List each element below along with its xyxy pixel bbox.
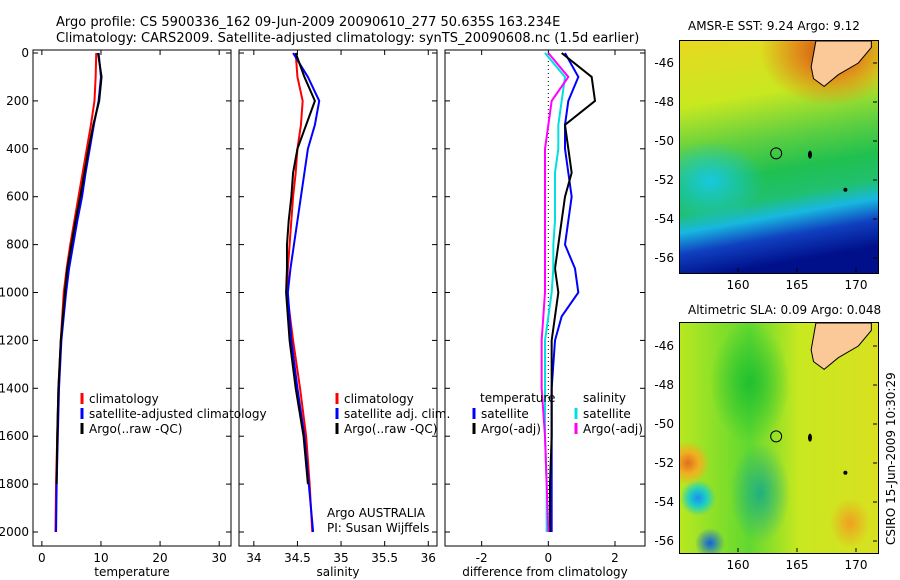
lat-tick-label: -54 — [654, 495, 674, 509]
x-tick-label: 36 — [421, 551, 436, 565]
lat-tick-label: -52 — [654, 173, 674, 187]
x-axis-label: salinity — [316, 565, 359, 579]
x-tick-label: 30 — [212, 551, 227, 565]
y-tick-label: 400 — [6, 142, 29, 156]
lon-tick-label: 165 — [786, 558, 809, 572]
sst-map — [679, 40, 879, 274]
x-tick-label: 10 — [93, 551, 108, 565]
x-tick-label: 0 — [545, 551, 553, 565]
sla-map-title: Altimetric SLA: 0.09 Argo: 0.048 — [688, 303, 882, 317]
series-line-temperature-argo-adj- — [549, 52, 597, 532]
legend-label: satellite — [481, 407, 529, 421]
series-line-satellite-adj-clim- — [286, 52, 321, 533]
legend-label: Argo(..raw -QC) — [89, 422, 182, 436]
x-tick-label: -2 — [476, 551, 488, 565]
series-line-salinity-argo-adj- — [540, 52, 570, 533]
y-tick-label: 800 — [6, 238, 29, 252]
legend-header: temperature — [480, 391, 555, 405]
series-line-salinity-satellite — [544, 52, 567, 532]
x-axis-label: difference from climatology — [462, 565, 628, 579]
y-tick-label: 1000 — [0, 286, 29, 300]
y-tick-label: 1600 — [0, 429, 29, 443]
x-tick-label: 34 — [246, 551, 261, 565]
x-axis-label: temperature — [94, 565, 169, 579]
panel-frame — [32, 49, 232, 547]
credit-agency: Argo AUSTRALIA — [327, 506, 426, 520]
lon-tick-label: 170 — [845, 278, 868, 292]
island-auckland — [807, 150, 812, 159]
lat-tick-label: -48 — [654, 378, 674, 392]
legend-label: satellite-adjusted climatology — [89, 407, 267, 421]
x-tick-label: 35.5 — [371, 551, 398, 565]
lat-tick-label: -56 — [654, 534, 674, 548]
sst-map-title: AMSR-E SST: 9.24 Argo: 9.12 — [688, 19, 860, 33]
sla-map — [679, 322, 879, 554]
y-tick-label: 200 — [6, 94, 29, 108]
legend-label: satellite adj. clim. — [344, 407, 450, 421]
argo-position-marker — [770, 430, 783, 443]
series-line-climatology — [54, 52, 98, 533]
series-line-climatology — [285, 52, 314, 533]
y-tick-label: 1200 — [0, 333, 29, 347]
lat-tick-label: -56 — [654, 251, 674, 265]
figure-title-line2: Climatology: CARS2009. Satellite-adjuste… — [56, 31, 640, 46]
lat-tick-label: -48 — [654, 95, 674, 109]
figure-title-line1: Argo profile: CS 5900336_162 09-Jun-2009… — [56, 15, 561, 30]
island-campbell — [843, 470, 848, 475]
series-line-argo-raw-qc- — [55, 52, 103, 485]
x-tick-label: 35 — [333, 551, 348, 565]
lon-tick-label: 170 — [845, 558, 868, 572]
lon-tick-label: 160 — [727, 278, 750, 292]
y-tick-label: 1400 — [0, 381, 29, 395]
lat-tick-label: -50 — [654, 134, 674, 148]
y-tick-label: 600 — [6, 190, 29, 204]
legend-label: Argo(-adj) — [583, 422, 643, 436]
y-tick-label: 1800 — [0, 477, 29, 491]
lon-tick-label: 165 — [786, 278, 809, 292]
y-tick-label: 0 — [21, 46, 29, 60]
series-line-argo-raw-qc- — [285, 52, 316, 485]
island-auckland — [807, 433, 812, 442]
lat-tick-label: -50 — [654, 417, 674, 431]
x-tick-label: 20 — [152, 551, 167, 565]
land-new-zealand — [810, 40, 872, 88]
x-tick-label: 0 — [38, 551, 46, 565]
land-new-zealand — [810, 322, 872, 371]
island-campbell — [843, 187, 848, 192]
argo-position-marker — [770, 147, 783, 160]
y-tick-label: 2000 — [0, 525, 29, 539]
legend-label: Argo(..raw -QC) — [344, 422, 437, 436]
lat-tick-label: -54 — [654, 212, 674, 226]
lat-tick-label: -46 — [654, 339, 674, 353]
credit-pi: PI: Susan Wijffels — [327, 521, 430, 535]
legend-label: Argo(-adj) — [481, 422, 541, 436]
x-tick-label: 34.5 — [284, 551, 311, 565]
x-tick-label: 2 — [611, 551, 619, 565]
lon-tick-label: 160 — [727, 558, 750, 572]
legend-label: climatology — [89, 392, 159, 406]
legend-label: satellite — [583, 407, 631, 421]
panel-frame — [444, 49, 646, 547]
panel-frame — [238, 49, 438, 547]
legend-label: climatology — [344, 392, 414, 406]
lat-tick-label: -52 — [654, 456, 674, 470]
legend-header: salinity — [583, 391, 626, 405]
lat-tick-label: -46 — [654, 56, 674, 70]
